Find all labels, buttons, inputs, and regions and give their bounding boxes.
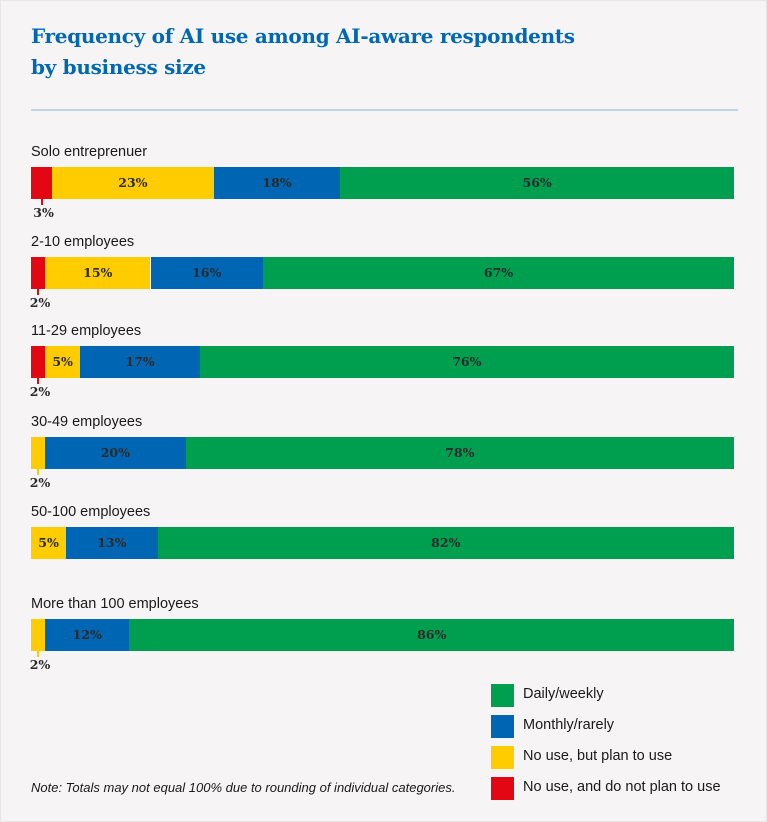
bar-segment-yellow	[52, 167, 214, 199]
bar-segment-blue	[213, 167, 341, 199]
legend-label: No use, but plan to use	[523, 748, 673, 764]
data-label-outside: 2%	[29, 295, 51, 310]
data-label: 13%	[97, 535, 127, 550]
bar-segment-green	[185, 437, 734, 469]
data-label: 20%	[100, 445, 130, 460]
data-label: 82%	[431, 535, 461, 550]
bar-segment-green	[340, 167, 734, 199]
data-label-outside: 3%	[33, 205, 54, 220]
bar-segment-yellow	[31, 527, 67, 559]
chart-title-line-2: by business size	[31, 55, 206, 79]
data-label: 5%	[38, 535, 59, 550]
category-label: 2-10 employees	[31, 234, 135, 250]
data-label: 86%	[417, 627, 447, 642]
data-label: 76%	[452, 354, 482, 369]
category-label: Solo entreprenuer	[31, 144, 148, 160]
data-label: 23%	[118, 175, 148, 190]
legend-swatch-daily-weekly	[491, 684, 514, 707]
stacked-bar: 2% 12% 86%	[30, 619, 734, 672]
data-label: 67%	[483, 265, 514, 280]
chart-title-line-1: Frequency of AI use among AI-aware respo…	[31, 24, 575, 48]
stacked-bar: 2% 5% 17% 76%	[30, 346, 734, 399]
category-label: 11-29 employees	[31, 323, 142, 339]
data-label: 15%	[83, 265, 113, 280]
data-label-outside: 2%	[29, 475, 51, 490]
legend-swatch-plan-to-use	[491, 746, 514, 769]
callout-tick	[37, 651, 40, 657]
legend-swatch-monthly-rarely	[491, 715, 514, 738]
stacked-bar: 3% 23% 18% 56%	[31, 167, 734, 220]
data-label: 17%	[125, 354, 155, 369]
callout-tick	[37, 378, 40, 384]
callout-tick	[37, 469, 40, 475]
bar-segment-blue	[45, 619, 130, 651]
bar-segment-green	[199, 346, 734, 378]
bar-segment-yellow	[31, 437, 46, 469]
bar-segment-red	[31, 167, 53, 199]
bar-segment-blue	[45, 437, 186, 469]
stacked-bar: 5% 13% 82%	[31, 527, 734, 559]
legend-label: Daily/weekly	[523, 686, 604, 702]
bar-segment-green	[157, 527, 734, 559]
bar-segment-yellow	[45, 257, 151, 289]
bar-segment-blue	[150, 257, 263, 289]
bar-segment-green	[262, 257, 734, 289]
title-divider	[31, 109, 738, 111]
data-label: 56%	[522, 175, 552, 190]
chart-title: Frequency of AI use among AI-aware respo…	[31, 21, 671, 83]
data-label-outside: 2%	[29, 384, 51, 399]
data-label: 16%	[192, 265, 222, 280]
bar-segment-red	[31, 346, 46, 378]
bar-segment-red	[31, 257, 46, 289]
data-label: 12%	[72, 627, 102, 642]
legend-label: No use, and do not plan to use	[523, 779, 721, 795]
legend-label: Monthly/rarely	[523, 717, 615, 733]
bar-segment-green	[129, 619, 734, 651]
bar-segment-yellow	[31, 619, 46, 651]
bar-segment-blue	[80, 346, 200, 378]
data-label-outside: 2%	[29, 657, 51, 672]
legend-swatch-no-plan	[491, 777, 514, 800]
stacked-bar: 2% 20% 78%	[30, 437, 734, 490]
data-label: 5%	[52, 354, 73, 369]
category-label: 30-49 employees	[31, 414, 143, 430]
callout-tick	[37, 289, 40, 295]
bar-segment-blue	[66, 527, 158, 559]
callout-tick	[40, 199, 43, 205]
data-label: 78%	[445, 445, 475, 460]
category-label: More than 100 employees	[31, 596, 199, 612]
stacked-bar: 2% 15% 16% 67%	[30, 257, 734, 310]
data-label: 18%	[262, 175, 292, 190]
category-label: 50-100 employees	[31, 504, 151, 520]
bar-segment-yellow	[45, 346, 81, 378]
footnote: Note: Totals may not equal 100% due to r…	[31, 780, 456, 795]
